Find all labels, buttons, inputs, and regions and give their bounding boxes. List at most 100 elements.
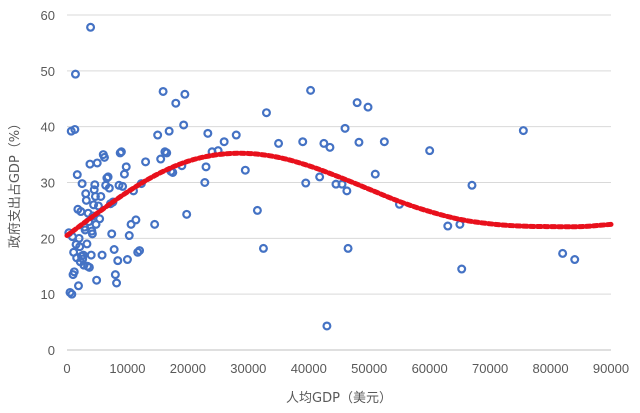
data-point: [118, 181, 128, 191]
data-points: [64, 22, 580, 331]
data-point: [156, 154, 166, 164]
y-tick-label: 10: [41, 287, 55, 302]
data-point: [343, 243, 353, 253]
data-point: [219, 137, 229, 147]
data-point: [443, 221, 453, 231]
x-tick-label: 70000: [472, 361, 508, 376]
data-point: [99, 152, 109, 162]
y-tick-label: 30: [41, 176, 55, 191]
tick-labels: 0 10 20 30 40 50 60 0 10000 20000 30000 40000 50000 6…: [41, 8, 630, 376]
data-point: [370, 169, 380, 179]
data-point: [518, 126, 528, 136]
data-point: [93, 201, 103, 211]
data-point: [158, 86, 168, 96]
data-point: [352, 98, 362, 108]
data-point: [107, 229, 117, 239]
data-point: [240, 165, 250, 175]
data-point: [231, 130, 241, 140]
data-point: [354, 137, 364, 147]
y-tick-label: 20: [41, 231, 55, 246]
x-tick-label: 80000: [532, 361, 568, 376]
x-tick-label: 20000: [170, 361, 206, 376]
data-point: [315, 172, 325, 182]
data-point: [72, 170, 82, 180]
data-point: [69, 267, 79, 277]
data-point: [70, 124, 80, 134]
data-point: [86, 250, 96, 260]
x-tick-label: 50000: [351, 361, 387, 376]
trendline-layer: [64, 150, 614, 239]
data-point: [109, 245, 119, 255]
data-point: [81, 195, 91, 205]
y-tick-label: 40: [41, 120, 55, 135]
data-point: [164, 126, 174, 136]
data-point: [119, 169, 129, 179]
data-point: [340, 123, 350, 133]
data-point: [67, 289, 77, 299]
data-point: [92, 158, 102, 168]
trendline: [64, 150, 614, 239]
y-tick-label: 50: [41, 64, 55, 79]
x-tick-label: 0: [63, 361, 70, 376]
x-tick-label: 60000: [412, 361, 448, 376]
data-point: [75, 242, 85, 252]
data-point: [200, 178, 210, 188]
data-point: [74, 233, 84, 243]
data-point: [337, 179, 347, 189]
data-point: [90, 191, 100, 201]
data-point: [131, 215, 141, 225]
data-point: [203, 128, 213, 138]
data-point: [558, 248, 568, 258]
data-point: [103, 172, 113, 182]
data-point: [457, 264, 467, 274]
y-axis-title: 政府支出占GDP（%）: [8, 117, 23, 248]
x-tick-label: 90000: [593, 361, 629, 376]
data-point: [570, 255, 580, 265]
data-point: [135, 246, 145, 256]
data-point: [162, 148, 172, 158]
data-point: [153, 130, 163, 140]
gridlines: [67, 14, 611, 295]
data-point: [342, 186, 352, 196]
data-point: [82, 239, 92, 249]
data-point: [124, 231, 134, 241]
data-point: [274, 138, 284, 148]
x-tick-label: 40000: [291, 361, 327, 376]
y-tick-label: 0: [48, 343, 55, 358]
data-point: [261, 108, 271, 118]
data-point: [89, 200, 99, 210]
data-point: [252, 205, 262, 215]
data-point: [298, 137, 308, 147]
data-point: [110, 270, 120, 280]
data-point: [179, 120, 189, 130]
data-point: [180, 89, 190, 99]
data-point: [84, 262, 94, 272]
data-point: [92, 275, 102, 285]
data-point: [141, 157, 151, 167]
data-point: [116, 147, 126, 157]
data-point: [319, 138, 329, 148]
data-point: [306, 85, 316, 95]
data-point: [258, 243, 268, 253]
data-point: [70, 69, 80, 79]
data-point: [77, 179, 87, 189]
data-point: [104, 183, 114, 193]
data-point: [201, 162, 211, 172]
data-point: [379, 137, 389, 147]
y-tick-label: 60: [41, 8, 55, 23]
data-point: [112, 278, 122, 288]
data-point: [90, 180, 100, 190]
data-point: [325, 142, 335, 152]
data-point: [95, 214, 105, 224]
data-point: [73, 281, 83, 291]
data-point: [171, 98, 181, 108]
data-point: [113, 256, 123, 266]
data-point: [425, 146, 435, 156]
data-point: [87, 229, 97, 239]
data-point: [322, 321, 332, 331]
data-point: [301, 178, 311, 188]
x-axis-title: 人均GDP（美元）: [286, 391, 392, 406]
data-point: [126, 219, 136, 229]
data-point: [182, 209, 192, 219]
